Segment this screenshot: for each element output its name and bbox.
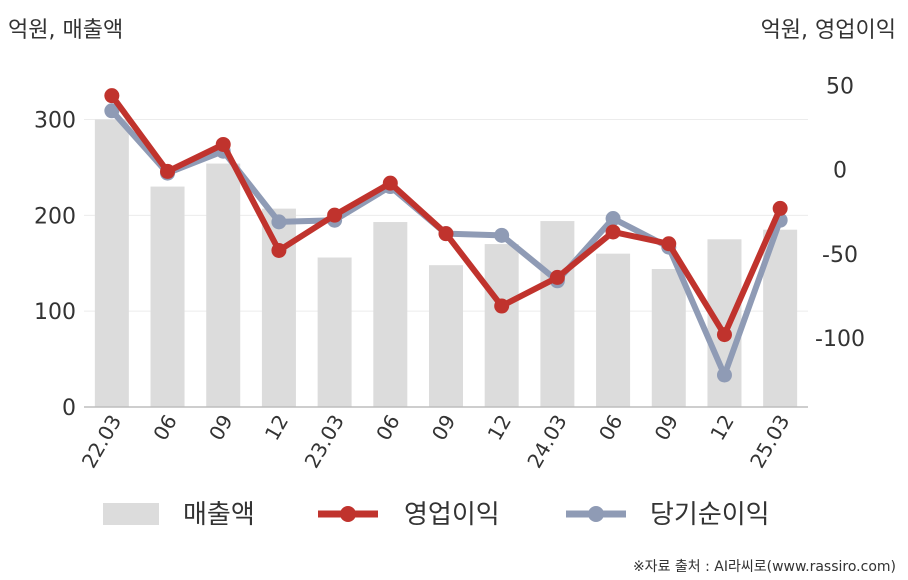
- point-operating-profit: [160, 163, 176, 179]
- right-axis-unit: 억원, 영업이익: [761, 18, 896, 43]
- point-net-income: [271, 214, 287, 230]
- legend-swatch-revenue: [103, 503, 159, 525]
- line-series: [104, 88, 788, 383]
- bar-revenue: [261, 208, 296, 407]
- x-tick-label: 12: [705, 411, 739, 445]
- bar-revenue: [596, 253, 631, 407]
- left-axis-unit: 억원, 매출액: [8, 18, 123, 43]
- point-net-income: [605, 211, 621, 227]
- x-tick-label: 09: [650, 411, 684, 445]
- legend: 매출액 영업이익 당기순이익: [103, 500, 770, 530]
- bar-revenue: [94, 119, 129, 407]
- bar-revenue: [206, 163, 241, 407]
- left-axis-ticks: 0 100 200 300: [34, 109, 76, 422]
- right-tick-label: -50: [822, 243, 858, 268]
- bar-revenue: [150, 186, 185, 407]
- x-tick-label: 25.03: [745, 411, 794, 473]
- x-tick-label: 09: [427, 411, 461, 445]
- right-tick-label: 0: [833, 159, 847, 184]
- point-operating-profit: [271, 242, 287, 258]
- point-net-income: [716, 367, 732, 383]
- bar-revenue: [651, 269, 686, 407]
- point-operating-profit: [716, 327, 732, 343]
- legend-label-operating-profit: 영업이익: [404, 500, 500, 530]
- point-operating-profit: [605, 224, 621, 240]
- left-tick-label: 100: [34, 300, 76, 325]
- point-operating-profit: [661, 236, 677, 252]
- bar-revenue: [317, 257, 352, 407]
- x-axis-ticks: 22.03 06 09 12 23.03 06 09 12 24.03 06 09 12 25.03: [77, 411, 795, 473]
- right-tick-label: -100: [815, 327, 865, 352]
- bar-revenue: [484, 244, 519, 407]
- legend-marker-operating-profit: [340, 506, 356, 522]
- left-tick-label: 0: [62, 396, 76, 421]
- point-operating-profit: [549, 269, 565, 285]
- x-tick-label: 12: [260, 411, 294, 445]
- legend-marker-net-income: [588, 506, 604, 522]
- point-operating-profit: [382, 175, 398, 191]
- x-tick-label: 12: [483, 411, 517, 445]
- point-operating-profit: [494, 298, 510, 314]
- left-tick-label: 300: [34, 109, 76, 134]
- bar-revenue: [373, 222, 408, 407]
- point-operating-profit: [772, 200, 788, 216]
- point-operating-profit: [327, 207, 343, 223]
- bar-revenue: [429, 265, 463, 407]
- left-tick-label: 200: [34, 204, 76, 229]
- right-axis-ticks: 50 0 -50 -100: [815, 75, 865, 352]
- x-tick-label: 06: [371, 411, 405, 445]
- legend-label-revenue: 매출액: [183, 500, 255, 530]
- source-note: ※자료 출처 : AI라씨로(www.rassiro.com): [633, 559, 896, 575]
- point-operating-profit: [438, 226, 454, 242]
- x-tick-label: 09: [204, 411, 238, 445]
- right-tick-label: 50: [826, 75, 854, 100]
- point-operating-profit: [104, 88, 120, 104]
- x-tick-label: 06: [594, 411, 628, 445]
- x-tick-label: 06: [148, 411, 182, 445]
- x-tick-label: 22.03: [77, 411, 126, 473]
- legend-label-net-income: 당기순이익: [650, 500, 770, 530]
- x-tick-label: 23.03: [300, 411, 349, 473]
- point-net-income: [104, 103, 120, 119]
- point-operating-profit: [215, 136, 231, 152]
- point-net-income: [494, 227, 510, 243]
- x-tick-label: 24.03: [522, 411, 571, 473]
- bar-revenue: [540, 221, 575, 407]
